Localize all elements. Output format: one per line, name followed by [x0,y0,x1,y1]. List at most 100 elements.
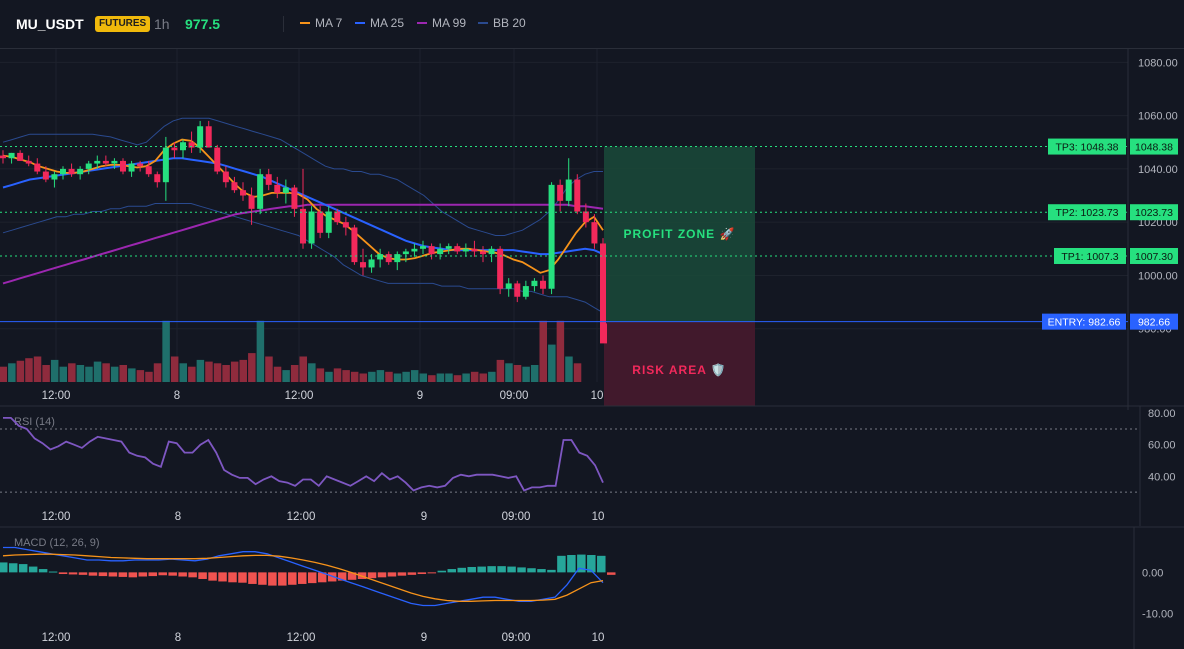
main-x-tick-label: 10 [591,390,604,402]
volume-bar [119,365,127,382]
candle-body [360,262,366,268]
legend-ma25[interactable]: MA 25 [355,16,404,30]
volume-bar [188,366,196,382]
level-label-box [1048,204,1126,221]
macd-histogram-bar [507,566,516,573]
candle-body [77,168,84,175]
level-axis-label: 982.66 [1138,317,1170,329]
candle-body [68,168,75,175]
rsi-title: RSI (14) [14,416,55,428]
candle-body [180,142,186,151]
symbol-title[interactable]: MU_USDT [16,16,84,32]
volume-bar [445,373,453,382]
macd-histogram-bar [278,572,287,586]
volume-bar [8,363,16,382]
candle-body [471,248,478,252]
candle-body [540,280,546,289]
macd-histogram-bar [58,572,68,575]
candle-body [342,222,349,228]
rsi-x-tick-label: 09:00 [502,511,531,523]
volume-bar [513,365,522,382]
volume-bar [162,320,170,382]
macd-histogram-bar [188,572,197,578]
candle-body [317,211,324,233]
volume-bar [68,363,76,382]
volume-bar [376,370,385,382]
legend-bb20[interactable]: BB 20 [478,16,526,30]
rsi-line [3,416,604,492]
macd-histogram-bar [537,569,546,573]
macd-histogram-bar [327,572,337,582]
candle-body [257,174,264,209]
volume-bar [136,370,145,382]
macd-histogram-bar [198,572,207,579]
candle-body [274,184,281,193]
candle-body [222,171,229,183]
candle-body [308,211,315,244]
macd-histogram-bar [208,572,217,581]
macd-x-tick-label: 8 [175,632,181,644]
macd-histogram-bar [248,572,257,584]
legend-swatch-ma7 [300,21,310,24]
macd-histogram-bar [467,566,476,573]
macd-y-tick-label: -10.00 [1142,609,1173,621]
candle-body [291,187,298,209]
level-axis-box [1130,247,1178,264]
macd-histogram-bar [367,572,377,579]
macd-histogram-bar [148,572,158,577]
volume-bar [548,344,556,382]
macd-histogram-bar [587,554,596,573]
candle-body [25,160,32,164]
volume-bar [505,363,513,382]
macd-histogram-bar [497,566,506,573]
macd-histogram-bar [407,572,417,575]
timeframe-label[interactable]: 1h [154,16,170,32]
level-label: TP1: 1007.3 [1061,251,1118,263]
bb-upper-line [2,117,603,236]
macd-histogram-bar [48,571,58,573]
macd-histogram-bar [118,572,128,577]
level-axis-box [1130,138,1178,155]
legend-ma7[interactable]: MA 7 [300,16,342,30]
volume-bar [385,371,393,382]
candle-body [111,160,118,164]
candle-body [411,248,418,252]
macd-signal-line [2,553,604,602]
legend-label-ma25: MA 25 [370,16,405,30]
volume-bar [565,356,573,382]
legend-swatch-bb20 [478,21,488,24]
candle-body [231,182,238,191]
macd-x-tick-label: 12:00 [42,632,71,644]
candle-body [85,163,92,169]
volume-bar [368,371,376,382]
level-axis-box [1130,313,1178,330]
legend-ma99[interactable]: MA 99 [417,16,466,30]
volume-bar [530,365,539,382]
candle-body [282,187,289,193]
candle-body [497,248,504,289]
volume-bar [25,358,33,382]
volume-bar [325,371,333,382]
macd-histogram-bar [0,562,8,573]
macd-histogram-bar [78,572,88,575]
volume-bar [556,320,565,382]
volume-bar [308,363,316,382]
candle-body [600,243,606,336]
macd-x-tick-label: 09:00 [502,632,531,644]
macd-line [3,546,604,607]
candle-body [377,254,384,260]
volume-bar [522,366,530,382]
level-axis-label: 1007.30 [1135,251,1173,263]
macd-histogram-bar [168,572,177,576]
macd-histogram-bar [138,572,148,577]
volume-bar [145,371,153,382]
volume-bar [153,363,162,382]
candle-body [8,152,15,159]
rsi-y-tick-label: 40.00 [1148,471,1176,483]
candle-body [137,163,144,167]
candle-body [102,160,109,164]
macd-y-tick-label: 0.00 [1142,567,1163,579]
candle-body [120,160,126,172]
rsi-y-tick-label: 60.00 [1148,440,1176,452]
